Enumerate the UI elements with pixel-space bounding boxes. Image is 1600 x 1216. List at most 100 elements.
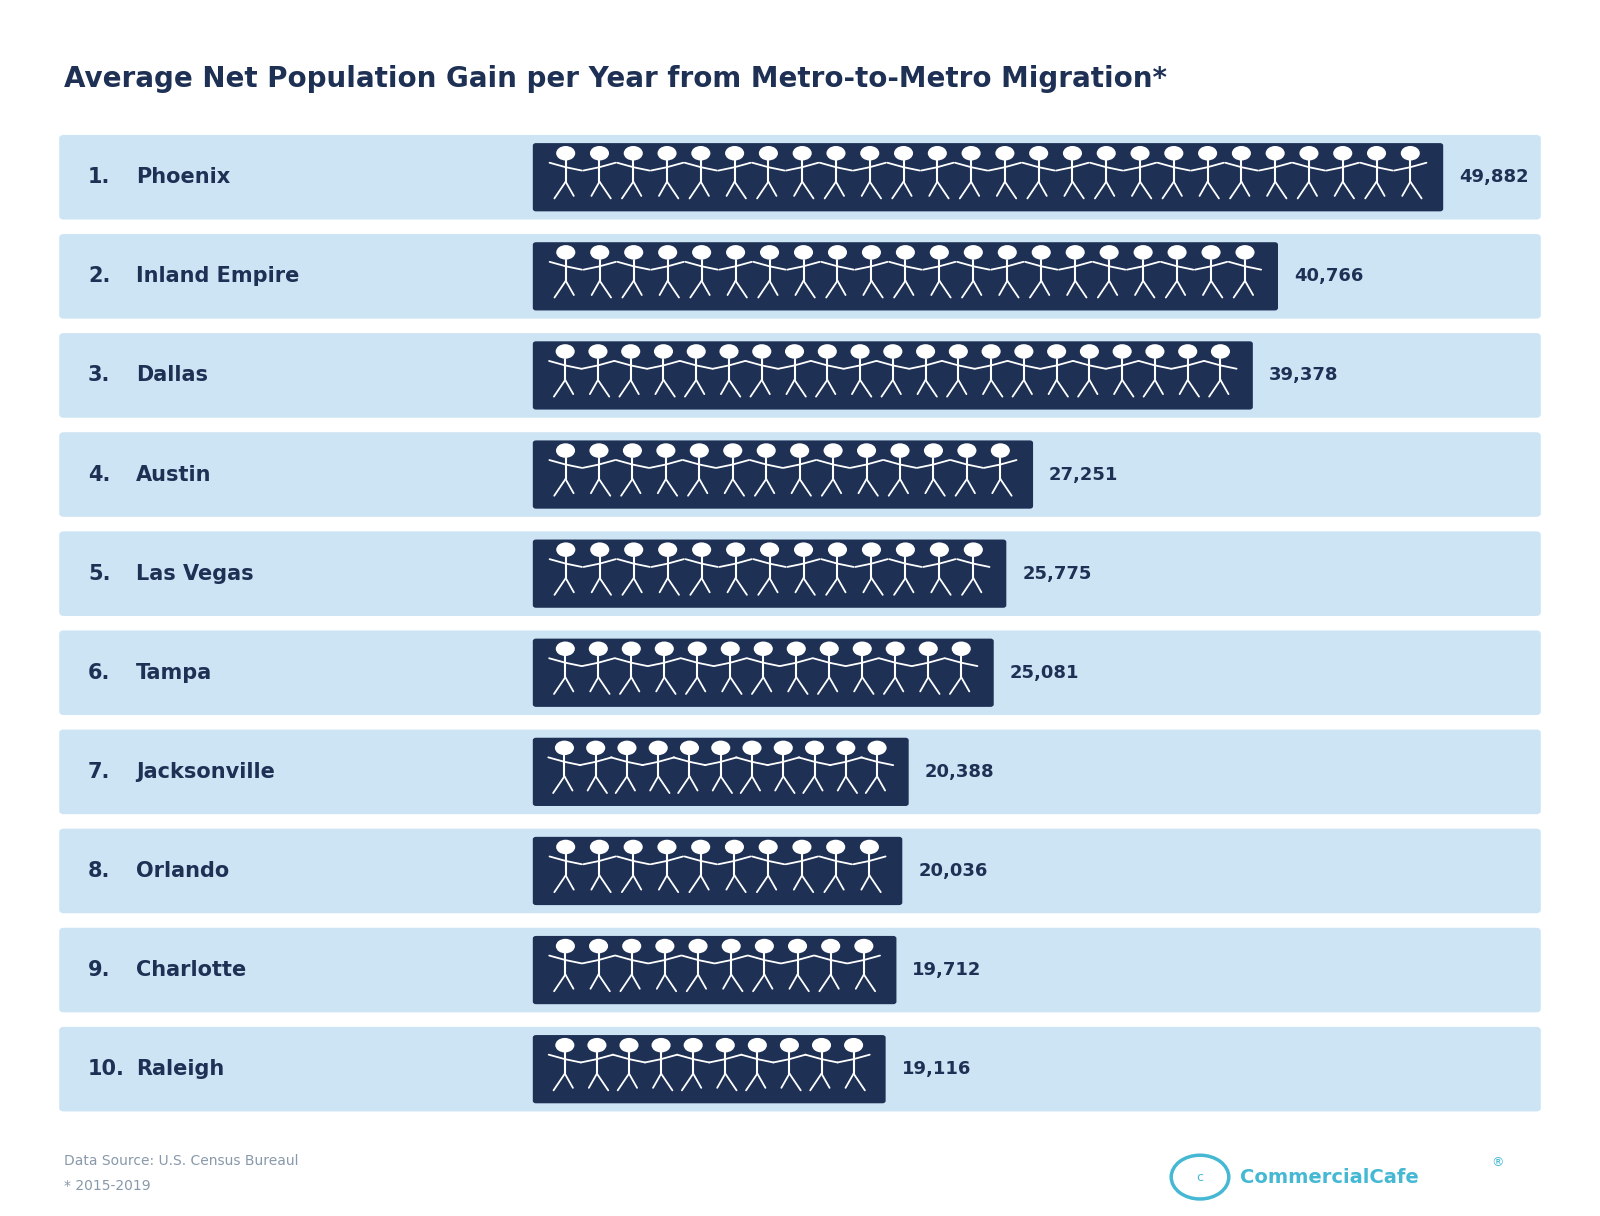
Circle shape (1400, 146, 1419, 161)
Circle shape (557, 542, 576, 557)
Text: Charlotte: Charlotte (136, 961, 246, 980)
Circle shape (725, 146, 744, 161)
Text: c: c (1197, 1171, 1203, 1183)
Circle shape (555, 939, 574, 953)
Text: 2.: 2. (88, 266, 110, 286)
Circle shape (712, 741, 730, 755)
Circle shape (654, 344, 674, 359)
Circle shape (760, 246, 779, 259)
Text: 20,388: 20,388 (925, 762, 994, 781)
Circle shape (957, 444, 976, 457)
Circle shape (622, 444, 642, 457)
Circle shape (688, 642, 707, 655)
Circle shape (555, 741, 574, 755)
Text: Las Vegas: Las Vegas (136, 564, 254, 584)
Circle shape (754, 642, 773, 655)
Circle shape (760, 542, 779, 557)
FancyBboxPatch shape (533, 540, 1006, 608)
Circle shape (917, 344, 934, 359)
Circle shape (590, 146, 610, 161)
FancyBboxPatch shape (59, 531, 1541, 617)
Circle shape (949, 344, 968, 359)
Circle shape (726, 542, 746, 557)
Text: CommercialCafe: CommercialCafe (1240, 1167, 1419, 1187)
Circle shape (1062, 146, 1082, 161)
Circle shape (883, 344, 902, 359)
FancyBboxPatch shape (533, 143, 1443, 212)
Circle shape (845, 1038, 862, 1052)
Circle shape (693, 246, 710, 259)
Circle shape (1198, 146, 1218, 161)
Circle shape (818, 344, 837, 359)
Circle shape (867, 741, 886, 755)
Circle shape (824, 444, 843, 457)
Circle shape (1112, 344, 1131, 359)
Circle shape (1202, 246, 1221, 259)
FancyBboxPatch shape (59, 233, 1541, 319)
Text: Tampa: Tampa (136, 663, 213, 682)
Circle shape (790, 444, 810, 457)
Circle shape (555, 642, 574, 655)
Circle shape (590, 840, 610, 854)
FancyBboxPatch shape (59, 928, 1541, 1013)
FancyBboxPatch shape (533, 342, 1253, 410)
Circle shape (1165, 146, 1184, 161)
Circle shape (826, 840, 845, 854)
Circle shape (1029, 146, 1048, 161)
Circle shape (896, 246, 915, 259)
Circle shape (821, 939, 840, 953)
Text: 3.: 3. (88, 366, 110, 385)
Circle shape (557, 246, 576, 259)
Text: Data Source: U.S. Census Bureaul: Data Source: U.S. Census Bureaul (64, 1154, 299, 1169)
Circle shape (963, 246, 982, 259)
Circle shape (891, 444, 909, 457)
Text: 20,036: 20,036 (918, 862, 987, 880)
Circle shape (742, 741, 762, 755)
FancyBboxPatch shape (59, 730, 1541, 815)
Text: Phoenix: Phoenix (136, 168, 230, 187)
Circle shape (1133, 246, 1152, 259)
Circle shape (720, 642, 739, 655)
Text: Dallas: Dallas (136, 366, 208, 385)
Circle shape (757, 444, 776, 457)
FancyBboxPatch shape (533, 440, 1034, 508)
FancyBboxPatch shape (533, 738, 909, 806)
Circle shape (981, 344, 1000, 359)
Circle shape (794, 542, 813, 557)
Circle shape (557, 840, 576, 854)
Circle shape (590, 542, 610, 557)
Circle shape (589, 642, 608, 655)
Text: Raleigh: Raleigh (136, 1059, 224, 1079)
FancyBboxPatch shape (533, 936, 896, 1004)
Circle shape (648, 741, 667, 755)
Text: ®: ® (1491, 1156, 1504, 1169)
Text: Orlando: Orlando (136, 861, 229, 880)
Circle shape (622, 642, 642, 655)
Circle shape (691, 840, 710, 854)
FancyBboxPatch shape (533, 638, 994, 706)
Circle shape (725, 840, 744, 854)
Circle shape (990, 444, 1010, 457)
FancyBboxPatch shape (533, 837, 902, 905)
Text: 19,116: 19,116 (902, 1060, 971, 1079)
Circle shape (787, 939, 806, 953)
Circle shape (786, 344, 805, 359)
Circle shape (805, 741, 824, 755)
Circle shape (555, 344, 574, 359)
Circle shape (827, 146, 845, 161)
Circle shape (779, 1038, 798, 1052)
Circle shape (658, 840, 677, 854)
Circle shape (624, 246, 643, 259)
Circle shape (952, 642, 971, 655)
Circle shape (963, 542, 982, 557)
Text: 27,251: 27,251 (1050, 466, 1118, 484)
Circle shape (962, 146, 981, 161)
Circle shape (723, 444, 742, 457)
Circle shape (619, 1038, 638, 1052)
Text: 19,712: 19,712 (912, 961, 982, 979)
Circle shape (680, 741, 699, 755)
Circle shape (787, 642, 806, 655)
Circle shape (861, 146, 880, 161)
Circle shape (683, 1038, 702, 1052)
Circle shape (722, 939, 741, 953)
